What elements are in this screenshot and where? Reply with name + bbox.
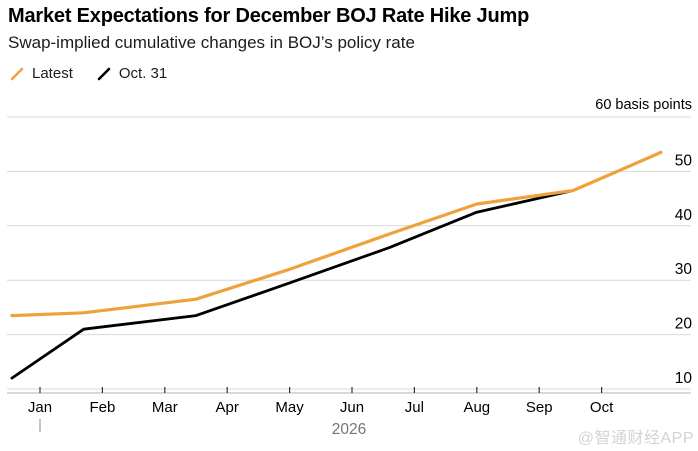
y-axis-label-30: 30 xyxy=(675,261,693,278)
series-line-latest xyxy=(10,150,663,318)
x-axis-year-label: 2026 xyxy=(332,421,366,438)
watermark: @智通财经APP xyxy=(577,430,694,447)
y-axis-unit-label: 60 basis points xyxy=(595,97,692,113)
series-line-oct31 xyxy=(10,188,575,380)
y-axis-label-50: 50 xyxy=(675,152,693,169)
y-axis-label-20: 20 xyxy=(675,316,693,333)
y-axis-label-40: 40 xyxy=(675,207,693,224)
legend-item-oct31: Oct. 31 xyxy=(97,65,167,82)
legend-label-oct31: Oct. 31 xyxy=(118,65,168,82)
latest-line-swatch-icon xyxy=(10,67,24,80)
x-axis-label-feb: Feb xyxy=(89,399,115,416)
x-axis-label-jun: Jun xyxy=(340,399,364,416)
chart-legend: Latest Oct. 31 xyxy=(10,65,167,82)
x-axis-label-sep: Sep xyxy=(526,399,553,416)
x-axis-label-jan: Jan xyxy=(28,399,52,416)
x-axis-label-mar: Mar xyxy=(152,399,178,416)
chart-subtitle: Swap-implied cumulative changes in BOJ’s… xyxy=(8,33,415,52)
x-axis-label-aug: Aug xyxy=(463,399,490,416)
x-axis-label-apr: Apr xyxy=(216,399,239,416)
legend-label-latest: Latest xyxy=(32,65,73,82)
x-axis-label-may: May xyxy=(275,399,304,416)
oct31-line-swatch-icon xyxy=(97,67,111,80)
y-axis-label-10: 10 xyxy=(675,370,693,387)
legend-item-latest: Latest xyxy=(10,65,73,82)
x-axis-label-jul: Jul xyxy=(405,399,424,416)
x-axis-label-oct: Oct xyxy=(590,399,614,416)
chart-title: Market Expectations for December BOJ Rat… xyxy=(8,5,530,27)
